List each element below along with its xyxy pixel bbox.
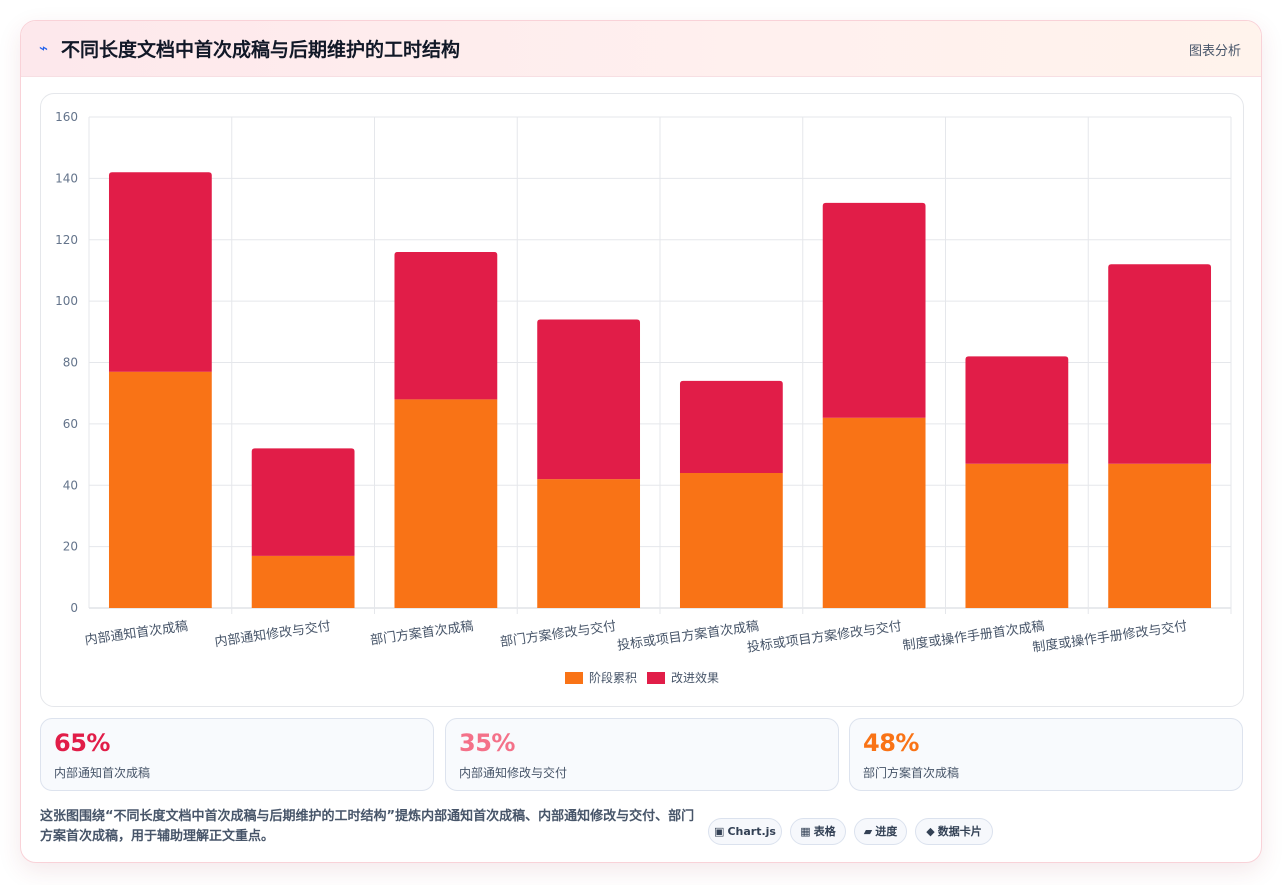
y-tick-label: 100 [55,294,78,308]
y-tick-label: 80 [63,356,78,370]
bar-segment [537,479,641,608]
bar-segment [822,417,926,608]
x-tick-label: 内部通知修改与交付 [214,618,332,650]
badge-data-card[interactable]: ◆ 数据卡片 [915,818,993,845]
bar-segment [679,380,783,473]
bar-segment [965,463,1069,608]
y-tick-label: 120 [55,233,78,247]
kpi-value-2: 35% [459,729,515,757]
x-tick-label: 制度或操作手册首次成稿 [902,618,1046,654]
kpi-value-1: 65% [54,729,110,757]
bar-segment [394,252,498,400]
diamond-icon: ◆ [926,825,935,838]
badge-table[interactable]: ▦ 表格 [790,818,846,845]
x-tick-label: 投标或项目方案修改与交付 [746,618,903,656]
bar-segment [108,371,212,608]
y-tick-label: 20 [63,540,78,554]
badge-chartjs[interactable]: ▣ Chart.js [708,818,782,845]
badge-label: Chart.js [727,825,776,838]
legend-label: 改进效果 [671,670,719,685]
y-tick-label: 0 [70,601,78,615]
x-tick-label: 部门方案首次成稿 [369,618,474,648]
badge-label: 数据卡片 [937,825,982,838]
kpi-label-1: 内部通知首次成稿 [54,766,151,780]
badge-label: 进度 [875,825,898,838]
bar-segment [1108,463,1212,608]
kpi-card-3: 48% 部门方案首次成稿 [849,718,1243,791]
chart-title: 不同长度文档中首次成稿与后期维护的工时结构 [61,39,461,61]
table-icon: ▦ [800,825,811,838]
spark-icon: ⌁ [39,39,49,57]
bar-segment [822,202,926,418]
kpi-card-2: 35% 内部通知修改与交付 [445,718,839,791]
legend-label: 阶段累积 [589,670,637,685]
badge-progress[interactable]: ▰ 进度 [854,818,907,845]
bar-segment [394,399,498,608]
badge-label: 表格 [813,825,836,838]
x-tick-label: 制度或操作手册修改与交付 [1031,618,1188,656]
y-tick-label: 60 [63,417,78,431]
bar-segment [251,448,355,556]
y-tick-label: 160 [55,110,78,124]
kpi-label-2: 内部通知修改与交付 [459,766,568,780]
bar-segment [108,172,212,372]
bar-segment [965,356,1069,464]
kpi-value-3: 48% [863,729,919,757]
chart-summary: 这张图围绕“不同长度文档中首次成稿与后期维护的工时结构”提炼内部通知首次成稿、内… [40,809,695,844]
x-tick-label: 内部通知首次成稿 [84,618,189,648]
y-tick-label: 40 [63,478,78,492]
legend-swatch [647,672,665,684]
kpi-label-3: 部门方案首次成稿 [863,766,960,780]
card-header: ⌁ 不同长度文档中首次成稿与后期维护的工时结构 图表分析 [21,21,1261,77]
bar-segment [679,472,783,608]
bar-segment [251,555,355,608]
stacked-bar-chart: 0 20 40 60 80 100 120 140 160 内部通知首次成稿 内部通知修改与交付 部门… [55,110,1232,685]
chart-card: ⌁ 不同长度文档中首次成稿与后期维护的工时结构 图表分析 0 20 40 60 80 10… [20,20,1262,863]
chart-icon: ▣ [714,825,725,838]
progress-icon: ▰ [863,825,873,838]
bar-segment [1108,264,1212,464]
kpi-card-1: 65% 内部通知首次成稿 [40,718,434,791]
x-tick-label: 投标或项目方案首次成稿 [616,618,760,654]
legend-swatch [565,672,583,684]
chart-analysis-tag: 图表分析 [1188,44,1241,59]
chart-container: 0 20 40 60 80 100 120 140 160 内部通知首次成稿 内部通知修改与交付 部门… [40,93,1244,707]
bar-segment [537,319,641,480]
y-tick-label: 140 [55,171,78,185]
x-tick-label: 部门方案修改与交付 [499,618,617,650]
